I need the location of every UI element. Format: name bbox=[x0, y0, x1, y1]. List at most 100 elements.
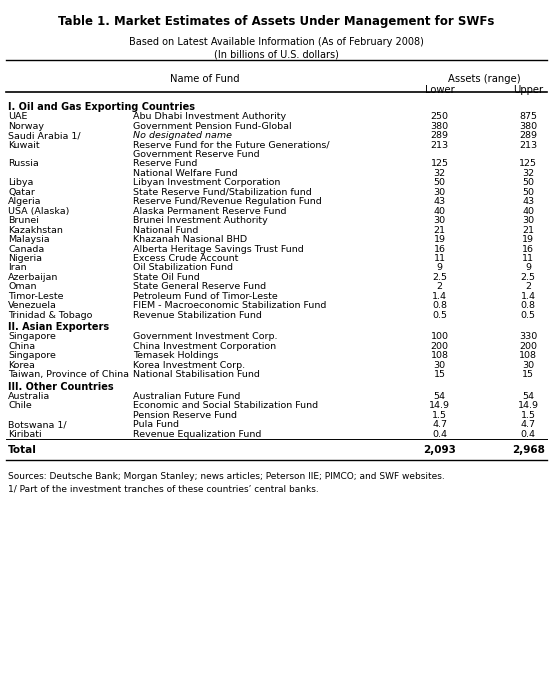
Text: 32: 32 bbox=[522, 169, 534, 178]
Text: 289: 289 bbox=[519, 131, 537, 140]
Text: National Stabilisation Fund: National Stabilisation Fund bbox=[133, 370, 259, 379]
Text: 4.7: 4.7 bbox=[520, 420, 536, 429]
Text: Malaysia: Malaysia bbox=[8, 235, 50, 244]
Text: 2.5: 2.5 bbox=[432, 273, 447, 282]
Text: Kazakhstan: Kazakhstan bbox=[8, 225, 63, 235]
Text: Iran: Iran bbox=[8, 264, 27, 273]
Text: III. Other Countries: III. Other Countries bbox=[8, 382, 114, 392]
Text: 0.5: 0.5 bbox=[520, 311, 536, 320]
Text: Australian Future Fund: Australian Future Fund bbox=[133, 392, 240, 401]
Text: 1/ Part of the investment tranches of these countries’ central banks.: 1/ Part of the investment tranches of th… bbox=[8, 484, 319, 493]
Text: Botswana 1/: Botswana 1/ bbox=[8, 420, 67, 429]
Text: Temasek Holdings: Temasek Holdings bbox=[133, 351, 218, 360]
Text: Chile: Chile bbox=[8, 401, 32, 410]
Text: 4.7: 4.7 bbox=[432, 420, 447, 429]
Text: 2,093: 2,093 bbox=[423, 445, 456, 455]
Text: 213: 213 bbox=[519, 140, 537, 149]
Text: 40: 40 bbox=[522, 207, 534, 216]
Text: 43: 43 bbox=[434, 197, 446, 206]
Text: 11: 11 bbox=[434, 254, 446, 263]
Text: Alaska Permanent Reserve Fund: Alaska Permanent Reserve Fund bbox=[133, 207, 286, 216]
Text: 0.4: 0.4 bbox=[432, 429, 447, 438]
Text: 380: 380 bbox=[431, 122, 448, 131]
Text: Upper: Upper bbox=[513, 85, 543, 95]
Text: Korea: Korea bbox=[8, 361, 35, 370]
Text: 100: 100 bbox=[431, 332, 448, 341]
Text: UAE: UAE bbox=[8, 112, 28, 121]
Text: II. Asian Exporters: II. Asian Exporters bbox=[8, 322, 109, 332]
Text: China Investment Corporation: China Investment Corporation bbox=[133, 342, 276, 351]
Text: 30: 30 bbox=[434, 188, 446, 197]
Text: Azerbaijan: Azerbaijan bbox=[8, 273, 59, 282]
Text: State Oil Fund: State Oil Fund bbox=[133, 273, 200, 282]
Text: National Welfare Fund: National Welfare Fund bbox=[133, 169, 237, 178]
Text: 1.5: 1.5 bbox=[432, 411, 447, 420]
Text: 380: 380 bbox=[519, 122, 537, 131]
Text: 289: 289 bbox=[431, 131, 448, 140]
Text: Sources: Deutsche Bank; Morgan Stanley; news articles; Peterson IIE; PIMCO; and : Sources: Deutsche Bank; Morgan Stanley; … bbox=[8, 472, 445, 481]
Text: Brunei: Brunei bbox=[8, 216, 39, 225]
Text: 54: 54 bbox=[522, 392, 534, 401]
Text: Government Reserve Fund: Government Reserve Fund bbox=[133, 150, 259, 159]
Text: Libyan Investment Corporation: Libyan Investment Corporation bbox=[133, 178, 280, 188]
Text: 1.4: 1.4 bbox=[432, 292, 447, 301]
Text: 21: 21 bbox=[434, 225, 446, 235]
Text: Total: Total bbox=[8, 445, 37, 455]
Text: Khazanah Nasional BHD: Khazanah Nasional BHD bbox=[133, 235, 247, 244]
Text: Saudi Arabia 1/: Saudi Arabia 1/ bbox=[8, 131, 81, 140]
Text: Government Investment Corp.: Government Investment Corp. bbox=[133, 332, 277, 341]
Text: 125: 125 bbox=[519, 160, 537, 169]
Text: National Fund: National Fund bbox=[133, 225, 198, 235]
Text: Abu Dhabi Investment Authority: Abu Dhabi Investment Authority bbox=[133, 112, 286, 121]
Text: Oman: Oman bbox=[8, 282, 37, 291]
Text: Assets (range): Assets (range) bbox=[447, 74, 520, 84]
Text: 15: 15 bbox=[522, 370, 534, 379]
Text: Norway: Norway bbox=[8, 122, 44, 131]
Text: 0.8: 0.8 bbox=[432, 301, 447, 310]
Text: Trinidad & Tobago: Trinidad & Tobago bbox=[8, 311, 93, 320]
Text: Singapore: Singapore bbox=[8, 351, 56, 360]
Text: 2.5: 2.5 bbox=[520, 273, 536, 282]
Text: 200: 200 bbox=[431, 342, 448, 351]
Text: Table 1. Market Estimates of Assets Under Management for SWFs: Table 1. Market Estimates of Assets Unde… bbox=[58, 15, 495, 28]
Text: I. Oil and Gas Exporting Countries: I. Oil and Gas Exporting Countries bbox=[8, 102, 195, 112]
Text: 0.8: 0.8 bbox=[520, 301, 536, 310]
Text: 125: 125 bbox=[431, 160, 448, 169]
Text: China: China bbox=[8, 342, 35, 351]
Text: 30: 30 bbox=[522, 216, 534, 225]
Text: 15: 15 bbox=[434, 370, 446, 379]
Text: 19: 19 bbox=[434, 235, 446, 244]
Text: 2: 2 bbox=[525, 282, 531, 291]
Text: 21: 21 bbox=[522, 225, 534, 235]
Text: No designated name: No designated name bbox=[133, 131, 232, 140]
Text: Reserve Fund: Reserve Fund bbox=[133, 160, 197, 169]
Text: 9: 9 bbox=[525, 264, 531, 273]
Text: 2,968: 2,968 bbox=[512, 445, 545, 455]
Text: Excess Crude Account: Excess Crude Account bbox=[133, 254, 238, 263]
Text: Reserve Fund/Revenue Regulation Fund: Reserve Fund/Revenue Regulation Fund bbox=[133, 197, 321, 206]
Text: Revenue Equalization Fund: Revenue Equalization Fund bbox=[133, 429, 261, 438]
Text: 50: 50 bbox=[434, 178, 446, 188]
Text: 54: 54 bbox=[434, 392, 446, 401]
Text: USA (Alaska): USA (Alaska) bbox=[8, 207, 70, 216]
Text: Timor-Leste: Timor-Leste bbox=[8, 292, 64, 301]
Text: 2: 2 bbox=[437, 282, 442, 291]
Text: 50: 50 bbox=[522, 188, 534, 197]
Text: 14.9: 14.9 bbox=[429, 401, 450, 410]
Text: 0.5: 0.5 bbox=[432, 311, 447, 320]
Text: Pula Fund: Pula Fund bbox=[133, 420, 179, 429]
Text: 50: 50 bbox=[522, 178, 534, 188]
Text: 1.5: 1.5 bbox=[520, 411, 536, 420]
Text: State Reserve Fund/Stabilization fund: State Reserve Fund/Stabilization fund bbox=[133, 188, 311, 197]
Text: 30: 30 bbox=[434, 361, 446, 370]
Text: Kiribati: Kiribati bbox=[8, 429, 42, 438]
Text: 43: 43 bbox=[522, 197, 534, 206]
Text: 108: 108 bbox=[519, 351, 537, 360]
Text: Russia: Russia bbox=[8, 160, 39, 169]
Text: Lower: Lower bbox=[425, 85, 455, 95]
Text: 9: 9 bbox=[437, 264, 442, 273]
Text: Brunei Investment Authority: Brunei Investment Authority bbox=[133, 216, 268, 225]
Text: Algeria: Algeria bbox=[8, 197, 42, 206]
Text: 330: 330 bbox=[519, 332, 538, 341]
Text: Canada: Canada bbox=[8, 245, 45, 253]
